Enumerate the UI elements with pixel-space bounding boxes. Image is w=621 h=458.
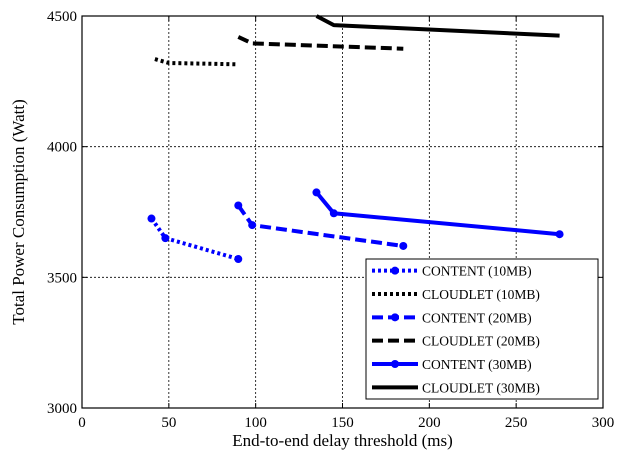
series-line xyxy=(315,14,560,38)
y-tick-label: 4500 xyxy=(47,9,77,25)
series-cloudlet-10mb xyxy=(154,57,239,67)
x-axis-label: End-to-end delay threshold (ms) xyxy=(232,431,452,450)
series-line xyxy=(314,191,560,237)
x-tick-label: 250 xyxy=(505,415,528,431)
series-content-30mb xyxy=(312,188,564,239)
legend-label: CLOUDLET (30MB) xyxy=(422,380,540,395)
series-cloudlet-20mb xyxy=(237,35,404,51)
legend-label: CLOUDLET (10MB) xyxy=(422,287,540,302)
legend-label: CONTENT (20MB) xyxy=(422,310,532,325)
y-tick-label: 3500 xyxy=(47,270,77,286)
legend-item: CLOUDLET (10MB) xyxy=(372,287,540,302)
y-tick-label: 3000 xyxy=(47,401,77,417)
data-point xyxy=(234,255,243,264)
x-tick-label: 200 xyxy=(418,415,441,431)
data-point xyxy=(312,188,321,197)
data-point xyxy=(555,230,564,239)
data-point xyxy=(234,201,243,210)
legend-label: CLOUDLET (20MB) xyxy=(422,334,540,349)
legend-label: CONTENT (30MB) xyxy=(422,357,532,372)
grid xyxy=(82,16,603,408)
x-tick-label: 100 xyxy=(244,415,267,431)
series-line xyxy=(154,57,239,67)
legend-item: CONTENT (20MB) xyxy=(372,310,532,325)
data-point xyxy=(248,221,257,230)
y-axis-label: Total Power Consumption (Watt) xyxy=(9,99,28,325)
legend-item: CLOUDLET (30MB) xyxy=(372,380,540,395)
x-tick-label: 150 xyxy=(331,415,354,431)
legend: CONTENT (10MB) CLOUDLET (10MB) CONTENT (20… xyxy=(365,258,599,400)
series-content-20mb xyxy=(234,201,408,250)
x-axis: 0 50 100 150 200 250 300 xyxy=(78,16,614,431)
data-point xyxy=(399,241,408,250)
legend-item: CONTENT (30MB) xyxy=(372,357,532,372)
data-point xyxy=(161,234,170,243)
series-line xyxy=(236,204,404,248)
series-cloudlet-30mb xyxy=(315,14,560,38)
legend-marker xyxy=(391,360,399,368)
y-tick-label: 4000 xyxy=(47,140,77,156)
legend-marker xyxy=(391,266,399,275)
data-point xyxy=(329,209,338,218)
x-tick-label: 50 xyxy=(161,415,176,431)
legend-label: CONTENT (10MB) xyxy=(422,264,532,279)
x-tick-label: 0 xyxy=(78,415,86,431)
legend-box xyxy=(365,258,599,400)
series-line xyxy=(237,35,404,51)
legend-marker xyxy=(391,313,399,322)
x-tick-label: 300 xyxy=(592,415,615,431)
data-point xyxy=(147,214,156,223)
series-content-10mb xyxy=(147,214,243,264)
y-axis: 3000 3500 4000 4500 xyxy=(47,9,603,417)
legend-item: CONTENT (10MB) xyxy=(372,264,532,279)
plot-series xyxy=(147,14,564,264)
legend-item: CLOUDLET (20MB) xyxy=(372,334,540,349)
